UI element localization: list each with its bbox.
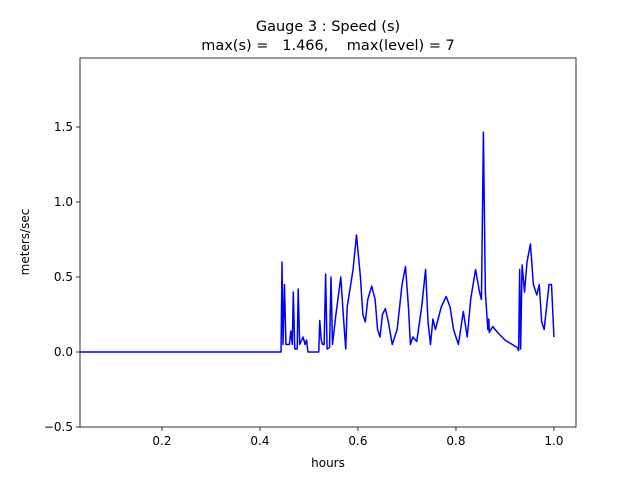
x-tick-label: 0.4 <box>250 434 269 448</box>
chart-title: Gauge 3 : Speed (s) <box>256 19 400 35</box>
y-tick-label: 0.5 <box>54 270 73 284</box>
x-tick-label: 0.8 <box>446 434 465 448</box>
x-axis-label: hours <box>311 456 345 470</box>
x-tick-label: 1.0 <box>544 434 563 448</box>
x-tick-label: 0.2 <box>152 434 171 448</box>
y-tick-label: −0.5 <box>44 420 73 434</box>
chart-subtitle: max(s) = 1.466, max(level) = 7 <box>201 38 455 54</box>
y-tick-label: 0.0 <box>54 345 73 359</box>
y-axis-label: meters/sec <box>18 209 32 276</box>
y-tick-label: 1.5 <box>54 120 73 134</box>
y-tick-label: 1.0 <box>54 195 73 209</box>
data-line <box>80 131 555 353</box>
plot-frame <box>79 57 577 428</box>
x-tick-label: 0.6 <box>348 434 367 448</box>
